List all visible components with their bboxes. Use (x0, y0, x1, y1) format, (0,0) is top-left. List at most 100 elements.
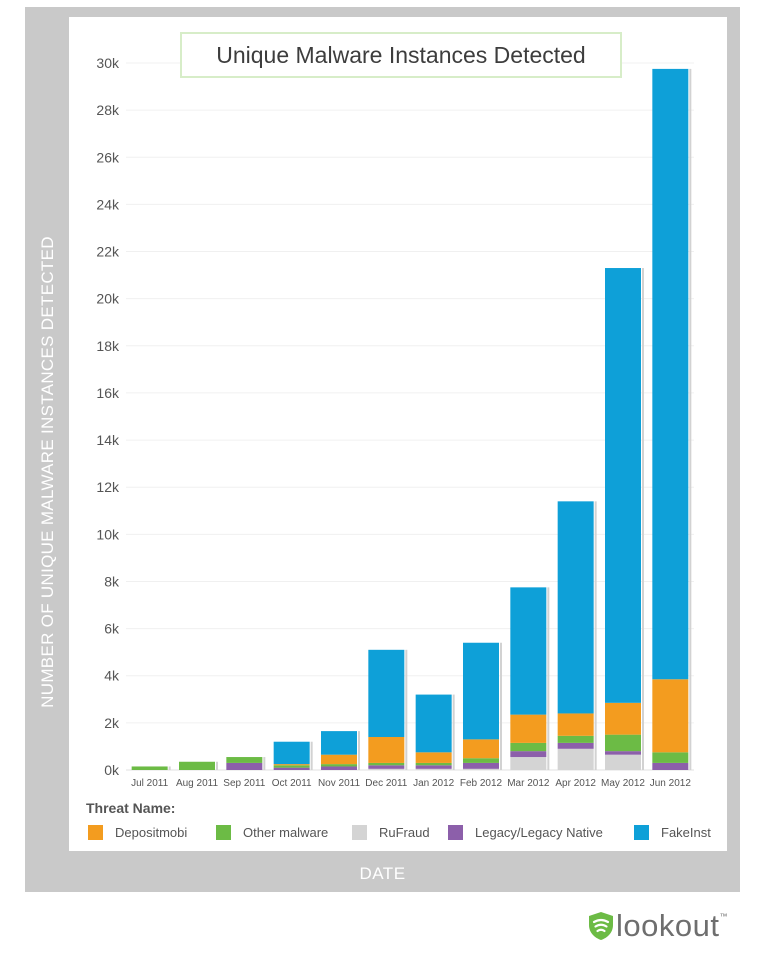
y-tick-label: 8k (104, 573, 120, 589)
y-tick-label: 10k (96, 526, 120, 542)
x-tick-label: Sep 2011 (223, 778, 266, 789)
legend-item: Other malware (216, 825, 328, 840)
y-tick-label: 20k (96, 291, 120, 307)
bar-shadow (689, 68, 692, 771)
bar-shadow (405, 649, 408, 770)
x-tick-label: Feb 2012 (460, 778, 503, 789)
x-tick-labels: Jul 2011 Aug 2011 Sep 2011 Oct 2011 Nov 2011… (131, 778, 691, 789)
y-tick-label: 22k (96, 244, 120, 260)
legend-swatch (634, 825, 649, 840)
bar-shadow (500, 642, 502, 770)
bar-segment-depositmobi (321, 754, 357, 765)
bar-segment-fakeinst (557, 501, 594, 714)
y-tick-label: 14k (96, 432, 120, 448)
bar-segment-depositmobi (273, 764, 310, 766)
legend-label: RuFraud (379, 825, 430, 840)
bar-segment-rufraud (557, 748, 594, 770)
bar-segment-depositmobi (463, 739, 499, 759)
bar-segment-other-malware (368, 762, 405, 766)
bar-segment-rufraud (368, 768, 405, 770)
bar-segment-fakeinst (321, 731, 357, 755)
bar-shadow (452, 694, 455, 770)
bar-shadow (358, 731, 360, 770)
bar-segment-other-malware (652, 752, 689, 763)
bar-segment-legacy-legacy-native (557, 742, 594, 749)
chart-title-box: Unique Malware Instances Detected (180, 32, 622, 78)
bar-segment-depositmobi (415, 752, 452, 763)
y-tick-label: 0k (104, 762, 120, 778)
bar-shadow (168, 766, 171, 770)
bar-shadow (310, 741, 313, 770)
legend-swatch (216, 825, 231, 840)
bar-segment-fakeinst (368, 649, 405, 738)
bar-segment-rufraud (415, 768, 452, 770)
bar-segment-other-malware (557, 735, 594, 743)
legend-label: Other malware (243, 825, 329, 840)
bar-segment-other-malware (273, 765, 310, 768)
y-tick-labels: 0k 2k 4k 6k 8k 10k 12k 14k 16k 18k 20k 22k 24k 26k 28k… (96, 55, 120, 778)
brand-logo: lookout ™ (588, 908, 727, 944)
bar-segment-depositmobi (652, 679, 689, 753)
bar-segment-fakeinst (415, 694, 452, 753)
x-tick-label: Jul 2011 (131, 778, 169, 789)
x-tick-label: Oct 2011 (272, 778, 312, 789)
x-tick-label: Aug 2011 (176, 778, 219, 789)
y-tick-label: 18k (96, 338, 120, 354)
bars (131, 68, 692, 771)
bar-segment-fakeinst (652, 68, 689, 680)
y-tick-label: 12k (96, 479, 120, 495)
y-tick-label: 2k (104, 715, 120, 731)
legend-swatch (352, 825, 367, 840)
bar-segment-legacy-legacy-native (605, 751, 641, 755)
chart-title: Unique Malware Instances Detected (216, 41, 586, 68)
bar-segment-other-malware (415, 762, 452, 766)
bar-shadow (642, 268, 644, 770)
bar-segment-legacy-legacy-native (463, 762, 499, 769)
bar-segment-fakeinst (510, 587, 547, 715)
y-tick-label: 30k (96, 55, 120, 71)
bar-shadow (263, 757, 266, 770)
brand-name: lookout (616, 908, 720, 943)
bar-segment-depositmobi (605, 702, 641, 735)
bar-segment-rufraud (605, 754, 641, 770)
x-tick-label: May 2012 (601, 778, 645, 789)
legend-item: RuFraud (352, 825, 430, 840)
bar-segment-other-malware (131, 766, 168, 770)
bar-segment-depositmobi (557, 713, 594, 736)
bar-segment-depositmobi (368, 737, 405, 763)
bar-segment-rufraud (510, 757, 547, 770)
legend-item: FakeInst (634, 825, 711, 840)
bar-segment-other-malware (510, 742, 547, 752)
bar-segment-legacy-legacy-native (273, 767, 310, 770)
y-tick-label: 6k (104, 621, 120, 637)
legend-title: Threat Name: (86, 800, 176, 816)
bar-segment-legacy-legacy-native (415, 765, 452, 769)
brand-trademark: ™ (719, 912, 728, 921)
bar-segment-depositmobi (510, 714, 547, 743)
bar-segment-legacy-legacy-native (652, 762, 689, 770)
y-tick-label: 24k (96, 196, 120, 212)
x-axis-title: DATE (359, 864, 406, 883)
bar-segment-fakeinst (463, 642, 499, 740)
legend-swatch (448, 825, 463, 840)
y-tick-label: 16k (96, 385, 120, 401)
x-tick-label: Apr 2012 (555, 778, 596, 789)
bar-shadow (216, 761, 218, 770)
bar-shadow (594, 501, 597, 770)
legend-label: Depositmobi (115, 825, 188, 840)
bar-segment-other-malware (605, 734, 641, 752)
legend-item: Depositmobi (88, 825, 187, 840)
bar-segment-legacy-legacy-native (510, 751, 547, 758)
legend-label: FakeInst (661, 825, 711, 840)
shield-icon (589, 912, 613, 940)
y-tick-label: 4k (104, 668, 120, 684)
bar-segment-legacy-legacy-native (368, 765, 405, 769)
y-tick-label: 26k (96, 149, 120, 165)
x-tick-label: Dec 2011 (365, 778, 408, 789)
legend-label: Legacy/Legacy Native (475, 825, 603, 840)
bar-segment-other-malware (226, 757, 263, 763)
x-tick-label: Mar 2012 (507, 778, 550, 789)
bar-segment-fakeinst (273, 741, 310, 765)
bar-segment-legacy-legacy-native (321, 766, 357, 770)
